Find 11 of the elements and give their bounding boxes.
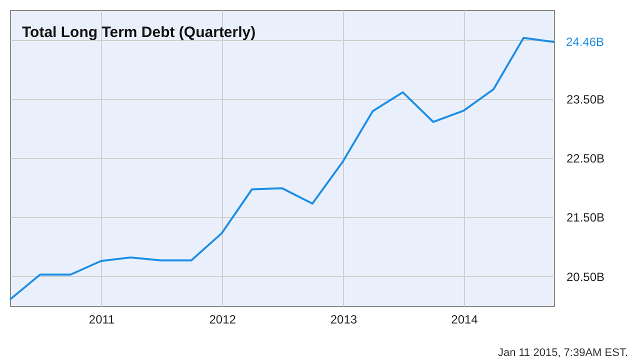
x-tick-label: 2013 [330, 312, 358, 326]
x-tick-label: 2012 [209, 312, 236, 326]
y-tick-label: 23.50B [566, 92, 605, 106]
x-tick-label: 2011 [88, 312, 116, 326]
y-tick-label: 22.50B [566, 152, 605, 166]
x-tick-label: 2014 [451, 312, 478, 326]
text: Total Long Term Debt (Quarterly) [22, 24, 256, 41]
y-tick-label: 20.50B [566, 270, 605, 284]
data-label: 24.46B [566, 34, 604, 49]
y-tick-label: 21.50B [566, 210, 605, 225]
text: Jan 11 2015, 7:39AM EST. [498, 347, 628, 359]
